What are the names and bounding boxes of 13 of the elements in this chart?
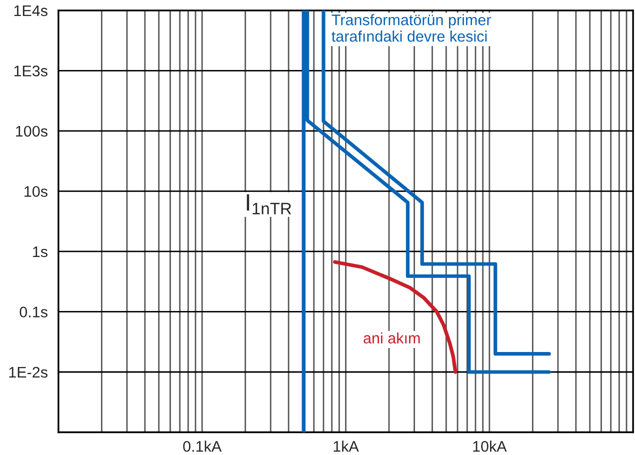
x-tick-label: 0.1kA xyxy=(183,440,222,452)
y-tick-label: 1E3s xyxy=(14,66,48,76)
x-tick-label: 10kA xyxy=(473,440,507,452)
annotation: ani akım xyxy=(364,332,420,344)
x-tick-label: 1kA xyxy=(334,440,359,452)
y-tick-label: 1E-2s xyxy=(9,366,48,378)
y-tick-label: 1s xyxy=(33,246,48,258)
y-tick-label: 0.1s xyxy=(20,306,48,318)
annotation: Transformatörün primer tarafındaki devre kesici xyxy=(332,14,492,42)
y-tick-label: 10s xyxy=(24,186,48,197)
y-tick-label: 1E4s xyxy=(14,5,48,16)
ref-line-label: I$_{1nTR}$ xyxy=(246,194,292,214)
y-tick-label: 100s xyxy=(16,126,48,137)
